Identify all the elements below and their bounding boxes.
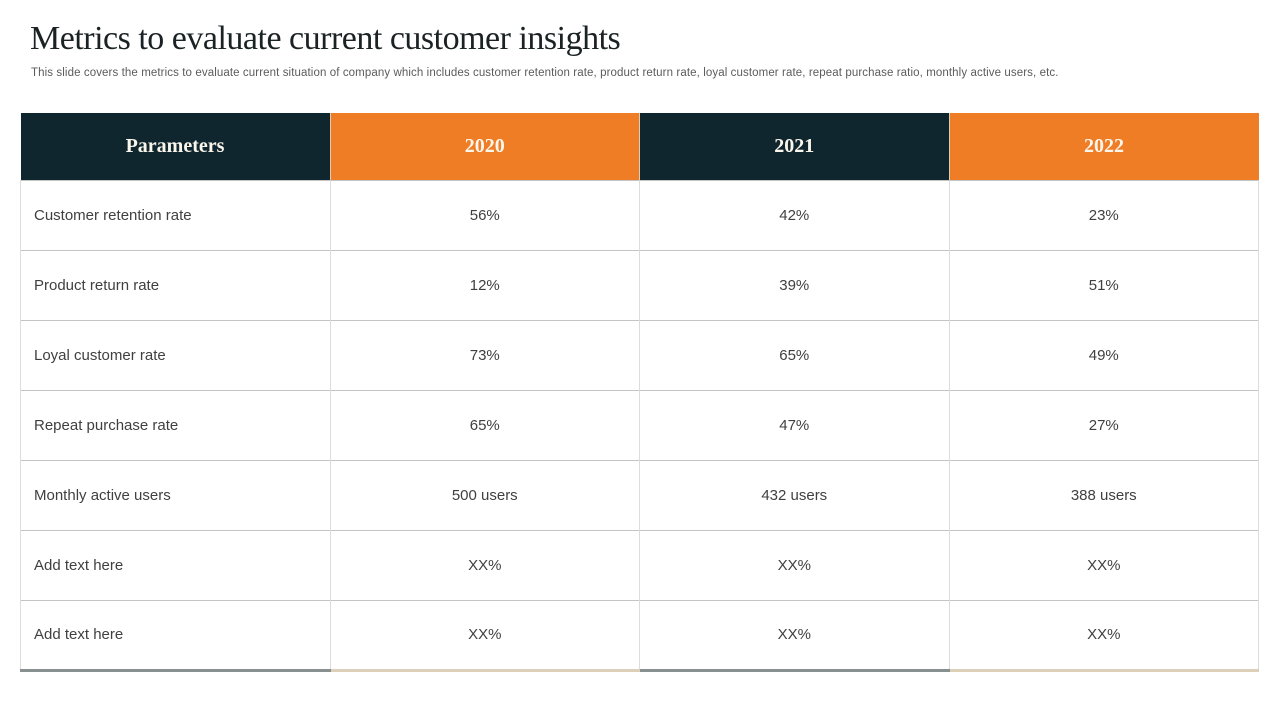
- value-cell: 12%: [329, 249, 640, 320]
- value-cell: 42%: [639, 179, 950, 250]
- value-cell: 49%: [948, 319, 1259, 390]
- value-cell: XX%: [329, 599, 640, 672]
- parameter-cell: Customer retention rate: [20, 179, 331, 250]
- value-cell: 65%: [639, 319, 950, 390]
- value-cell: 27%: [948, 389, 1259, 460]
- value-cell: 73%: [329, 319, 640, 390]
- value-cell: XX%: [639, 599, 950, 672]
- table-row: Customer retention rate 56% 42% 23%: [20, 179, 1259, 250]
- parameter-cell: Add text here: [20, 529, 331, 600]
- table-row: Add text here XX% XX% XX%: [20, 529, 1259, 600]
- parameter-cell: Repeat purchase rate: [20, 389, 331, 460]
- page-title: Metrics to evaluate current customer ins…: [30, 20, 621, 57]
- value-cell: XX%: [329, 529, 640, 600]
- column-header-2022: 2022: [948, 113, 1259, 180]
- value-cell: XX%: [948, 529, 1259, 600]
- table-row: Monthly active users 500 users 432 users…: [20, 459, 1259, 530]
- value-cell: 432 users: [639, 459, 950, 530]
- value-cell: XX%: [948, 599, 1259, 672]
- column-header-2021: 2021: [639, 113, 949, 180]
- parameter-cell: Add text here: [20, 599, 331, 672]
- value-cell: 39%: [639, 249, 950, 320]
- column-header-parameters: Parameters: [20, 113, 330, 180]
- column-header-2020: 2020: [329, 113, 640, 180]
- table-row: Repeat purchase rate 65% 47% 27%: [20, 389, 1259, 460]
- metrics-table: Parameters 2020 2021 2022 Customer reten…: [20, 113, 1259, 672]
- table-body: Customer retention rate 56% 42% 23% Prod…: [20, 179, 1259, 672]
- parameter-cell: Product return rate: [20, 249, 331, 320]
- value-cell: 388 users: [948, 459, 1259, 530]
- value-cell: 23%: [948, 179, 1259, 250]
- value-cell: 51%: [948, 249, 1259, 320]
- parameter-cell: Loyal customer rate: [20, 319, 331, 390]
- value-cell: 47%: [639, 389, 950, 460]
- parameter-cell: Monthly active users: [20, 459, 331, 530]
- table-row: Loyal customer rate 73% 65% 49%: [20, 319, 1259, 390]
- value-cell: 500 users: [329, 459, 640, 530]
- table-row: Product return rate 12% 39% 51%: [20, 249, 1259, 320]
- value-cell: XX%: [639, 529, 950, 600]
- value-cell: 56%: [329, 179, 640, 250]
- page-subtitle: This slide covers the metrics to evaluat…: [31, 67, 1059, 79]
- table-row: Add text here XX% XX% XX%: [20, 599, 1259, 672]
- table-header: Parameters 2020 2021 2022: [20, 113, 1259, 180]
- value-cell: 65%: [329, 389, 640, 460]
- header-row: Parameters 2020 2021 2022: [20, 113, 1259, 180]
